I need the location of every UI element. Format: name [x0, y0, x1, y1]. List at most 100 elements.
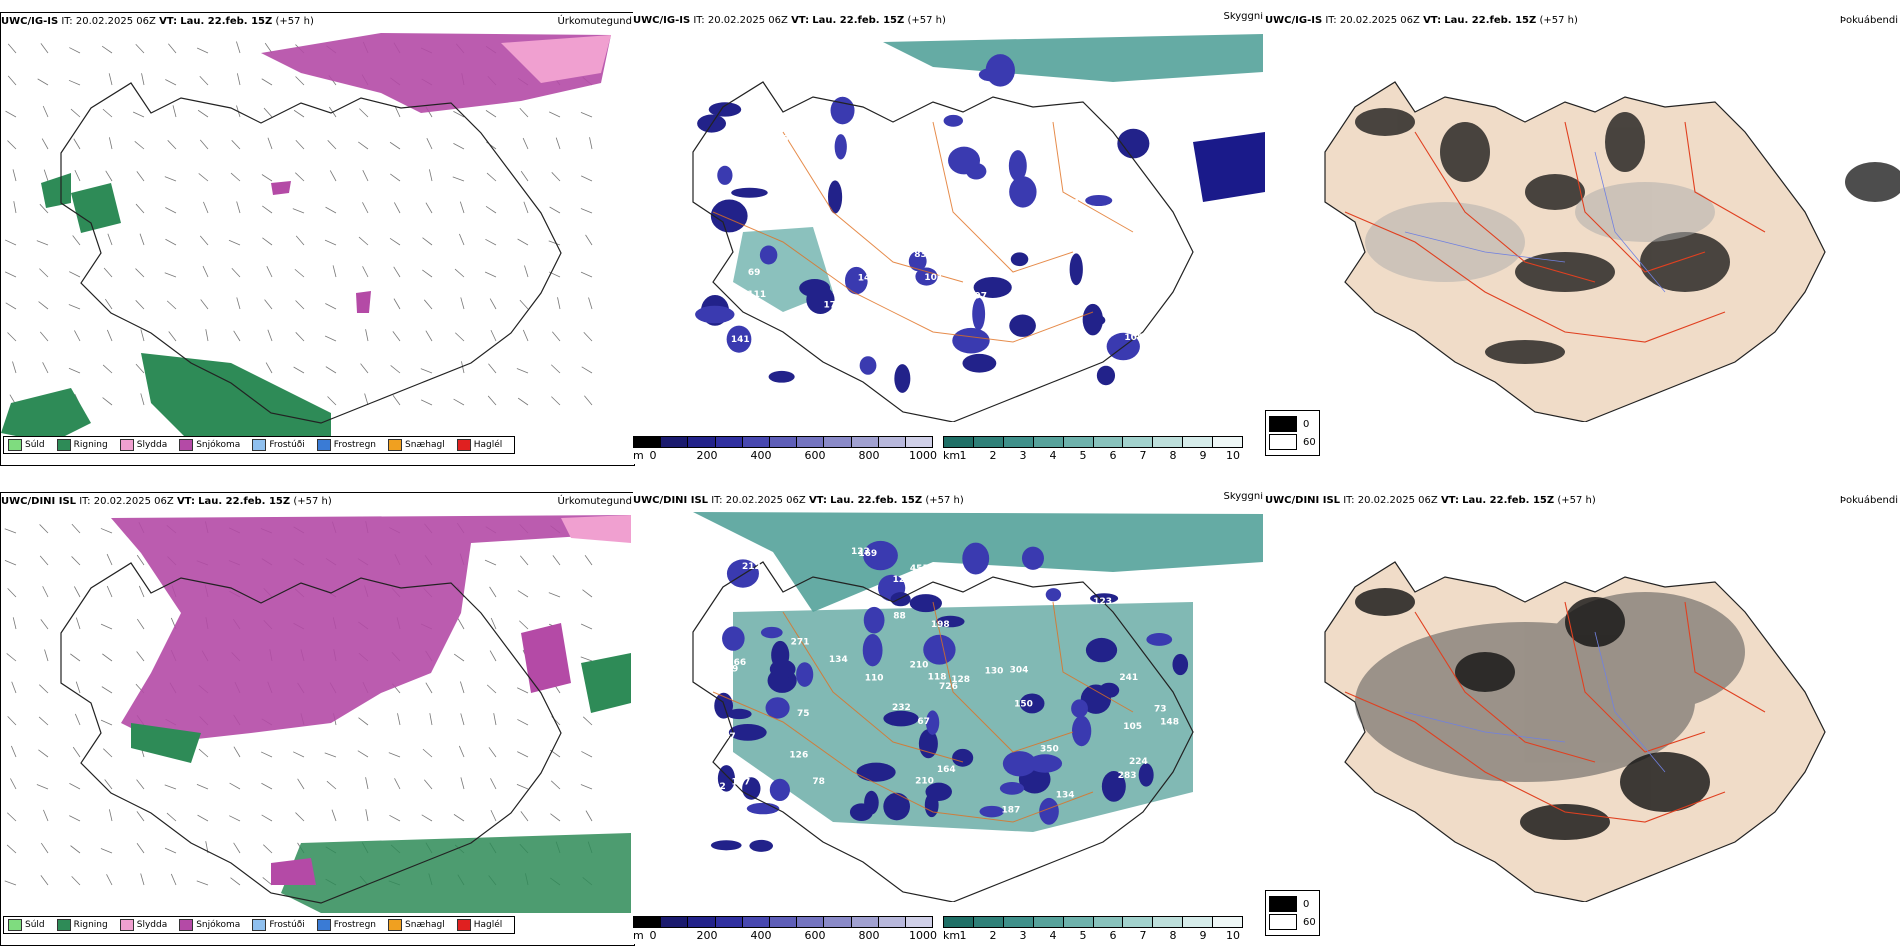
- wind-barb: [359, 108, 369, 118]
- wind-barb: [198, 748, 209, 758]
- wind-barb: [551, 172, 561, 182]
- colorbar-cell: [905, 917, 933, 927]
- wind-barb: [581, 366, 593, 374]
- colorbar-tick: 600: [804, 929, 826, 942]
- wind-barb: [581, 751, 593, 758]
- wind-barb: [40, 842, 49, 854]
- wind-barb: [39, 203, 49, 214]
- wind-barb: [517, 751, 529, 758]
- colorbar-tick: 800: [858, 449, 880, 462]
- cloud-base-label: 123: [938, 252, 957, 262]
- panel-title: Úrkomutegund: [557, 496, 632, 507]
- wind-barb: [548, 111, 561, 118]
- wind-barb: [75, 617, 81, 630]
- lead-time: (+57 h): [293, 496, 332, 507]
- legend-label: Frostregn: [333, 440, 377, 450]
- colorbar-cell: [944, 437, 974, 447]
- it-value: 20.02.2025 06Z: [707, 15, 788, 26]
- cloud-map: 1291261181022102063501343852122712472101…: [692, 512, 1263, 902]
- wind-barb: [332, 265, 337, 278]
- cloud-base-label: 129: [1090, 99, 1109, 109]
- fog-map: [1324, 81, 1900, 422]
- legend-item-6: Snæhagl: [388, 439, 445, 451]
- colorbar-cell: [824, 917, 852, 927]
- wind-barb: [136, 618, 145, 630]
- wind-barb: [520, 811, 529, 822]
- cloud-base-label: 124: [1013, 589, 1032, 599]
- colorbar-cell: [769, 917, 798, 927]
- wind-barb: [550, 780, 561, 790]
- it-label: IT:: [1343, 495, 1355, 506]
- wind-barb: [101, 45, 113, 54]
- legend-swatch: [56, 439, 71, 451]
- wind-barb: [102, 108, 113, 118]
- wind-barb: [327, 140, 337, 150]
- colorbar-tick: 1000: [909, 449, 937, 462]
- wind-barb: [233, 842, 241, 854]
- wind-barb: [135, 363, 145, 374]
- wind-barb: [552, 331, 561, 342]
- wind-barb: [164, 847, 177, 854]
- cloud-base-cell: [1098, 682, 1120, 698]
- cloud-base-cell: [966, 163, 987, 180]
- cloud-base-label: 118: [983, 114, 1002, 124]
- wind-barb: [331, 809, 337, 822]
- wind-barb: [459, 233, 465, 246]
- cloud-base-label: 129: [996, 568, 1015, 578]
- wind-barb: [236, 73, 241, 86]
- panel-title: Skyggni: [1223, 12, 1263, 22]
- wind-barb: [460, 777, 465, 790]
- wind-barb: [138, 585, 145, 598]
- wind-barb: [141, 73, 145, 86]
- wind-barb: [580, 784, 593, 790]
- cloud-base-label: 138: [1084, 355, 1103, 365]
- wind-barb: [264, 299, 273, 310]
- cloud-base-cell: [769, 778, 790, 802]
- cloud-map: 97 78 74 138 111 115 94 81 140 205 97 89 73 281 218 102…: [692, 34, 1265, 422]
- cloud-base-label: 279: [918, 849, 937, 859]
- cloud-base-cell: [1039, 797, 1059, 825]
- precip-panel-bottom: UWC/DINI ISL IT: 20.02.2025 06Z VT: Lau.…: [0, 492, 635, 946]
- cloud-base-cell: [695, 305, 735, 324]
- wind-barb: [196, 47, 209, 54]
- legend-label: Súld: [25, 920, 45, 930]
- wind-barb: [196, 783, 209, 790]
- colorbar-cell: [973, 917, 1004, 927]
- wind-barb: [585, 810, 593, 822]
- wind-barb: [199, 235, 209, 246]
- wind-barb: [394, 105, 401, 118]
- wind-barb: [453, 653, 465, 662]
- cloud-base-cell: [979, 805, 1005, 818]
- wind-barb: [297, 778, 305, 790]
- precip-panel-top: UWC/IG-IS IT: 20.02.2025 06Z VT: Lau. 22…: [0, 12, 635, 466]
- cloud-base-cell: [943, 114, 964, 127]
- cloud-panel-bottom: UWC/DINI ISL IT: 20.02.2025 06Z VT: Lau.…: [633, 492, 1265, 944]
- wind-barb: [7, 716, 17, 726]
- wind-barb: [229, 782, 241, 790]
- cloud-base-label: 172: [823, 301, 842, 311]
- fog-legend-swatch: [1269, 914, 1297, 930]
- colorbar-tick: 1: [959, 929, 967, 942]
- wind-barb: [365, 809, 369, 822]
- cloud-base-cell: [834, 134, 847, 160]
- legend-label: Snjókoma: [196, 440, 241, 450]
- wind-barb: [295, 172, 305, 182]
- it-value: 20.02.2025 06Z: [75, 16, 156, 27]
- legend-swatch: [252, 439, 267, 451]
- cloud-base-label: 78: [1124, 206, 1137, 216]
- wind-barb: [490, 778, 497, 790]
- wind-barb: [390, 365, 401, 374]
- wind-barb: [39, 524, 49, 534]
- cloud-base-label: 101: [1061, 199, 1080, 209]
- wind-barb: [388, 752, 401, 758]
- cloud-base-cell: [1021, 546, 1044, 570]
- legend-item-5: Frostregn: [316, 439, 377, 451]
- cloud-base-label: 75: [797, 709, 810, 719]
- legend-item-7: Haglél: [456, 919, 502, 931]
- colorbar-cell: [1063, 437, 1094, 447]
- cloud-base-cell: [1019, 693, 1045, 714]
- cloud-base-cell: [1045, 588, 1062, 602]
- wind-barb: [488, 363, 497, 374]
- wind-barb: [293, 109, 305, 118]
- colorbar-tick: 8: [1169, 929, 1177, 942]
